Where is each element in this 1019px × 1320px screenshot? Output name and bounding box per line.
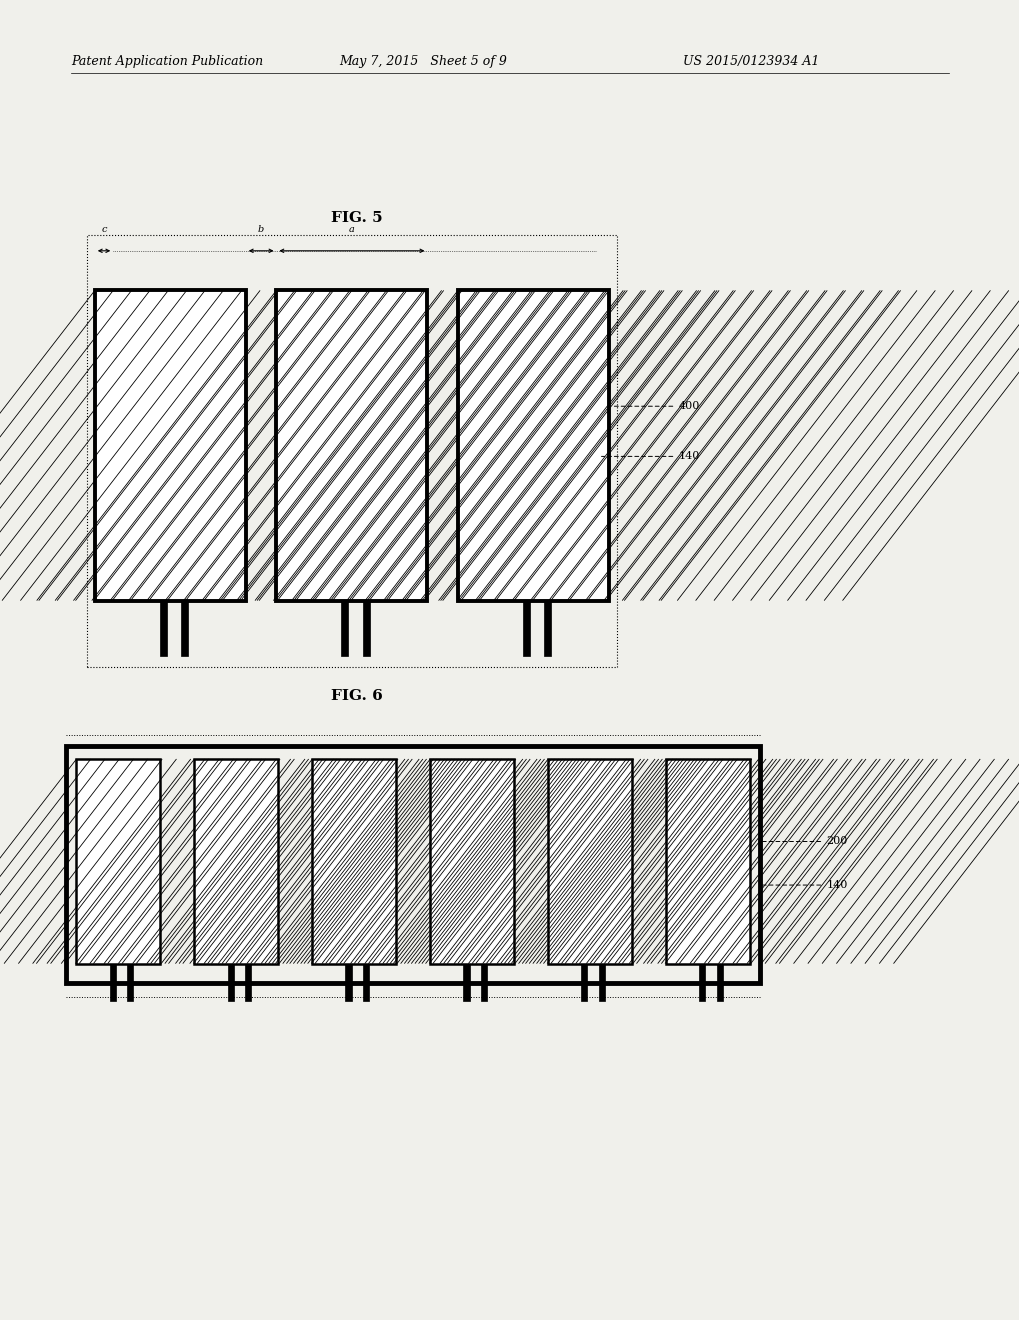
- Bar: [95, 290, 246, 601]
- Text: b: b: [258, 224, 264, 234]
- Text: 200: 200: [762, 837, 847, 846]
- Bar: [276, 290, 427, 601]
- Bar: [66, 746, 759, 983]
- Bar: [345, 964, 352, 1001]
- Bar: [458, 290, 608, 601]
- Bar: [715, 964, 721, 1001]
- Bar: [110, 964, 116, 1001]
- Bar: [227, 964, 233, 1001]
- Bar: [312, 759, 395, 964]
- Bar: [547, 759, 631, 964]
- Bar: [95, 290, 246, 601]
- Bar: [665, 759, 749, 964]
- Bar: [547, 759, 631, 964]
- Bar: [547, 759, 631, 964]
- Bar: [195, 759, 278, 964]
- Bar: [341, 601, 348, 656]
- Text: 140: 140: [601, 451, 699, 462]
- Bar: [363, 601, 370, 656]
- Text: US 2015/0123934 A1: US 2015/0123934 A1: [683, 55, 819, 69]
- Bar: [598, 964, 604, 1001]
- Bar: [363, 964, 369, 1001]
- Text: FIG. 6: FIG. 6: [331, 689, 382, 704]
- Text: May 7, 2015   Sheet 5 of 9: May 7, 2015 Sheet 5 of 9: [339, 55, 506, 69]
- Bar: [127, 964, 132, 1001]
- Text: 140: 140: [762, 880, 847, 890]
- Bar: [76, 759, 160, 964]
- Bar: [245, 964, 251, 1001]
- Bar: [76, 759, 160, 964]
- Bar: [87, 235, 616, 667]
- Text: c: c: [101, 224, 107, 234]
- Bar: [544, 601, 551, 656]
- Text: FIG. 5: FIG. 5: [331, 211, 382, 226]
- Bar: [458, 290, 608, 601]
- Bar: [581, 964, 587, 1001]
- Bar: [523, 601, 530, 656]
- Bar: [95, 290, 246, 601]
- Bar: [699, 964, 705, 1001]
- Bar: [312, 759, 395, 964]
- Bar: [181, 601, 189, 656]
- Text: 400: 400: [611, 401, 699, 412]
- Bar: [458, 290, 608, 601]
- Bar: [276, 290, 427, 601]
- Bar: [312, 759, 395, 964]
- Bar: [665, 759, 749, 964]
- Bar: [276, 290, 427, 601]
- Text: a: a: [348, 224, 355, 234]
- Bar: [463, 964, 469, 1001]
- Bar: [195, 759, 278, 964]
- Bar: [76, 759, 160, 964]
- Bar: [430, 759, 514, 964]
- Bar: [665, 759, 749, 964]
- Bar: [480, 964, 486, 1001]
- Bar: [160, 601, 167, 656]
- Bar: [430, 759, 514, 964]
- Text: Patent Application Publication: Patent Application Publication: [71, 55, 263, 69]
- Bar: [195, 759, 278, 964]
- Bar: [430, 759, 514, 964]
